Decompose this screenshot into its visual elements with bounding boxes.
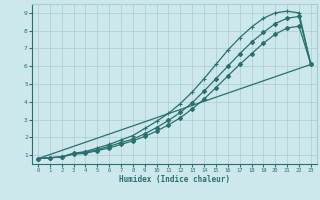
X-axis label: Humidex (Indice chaleur): Humidex (Indice chaleur) xyxy=(119,175,230,184)
